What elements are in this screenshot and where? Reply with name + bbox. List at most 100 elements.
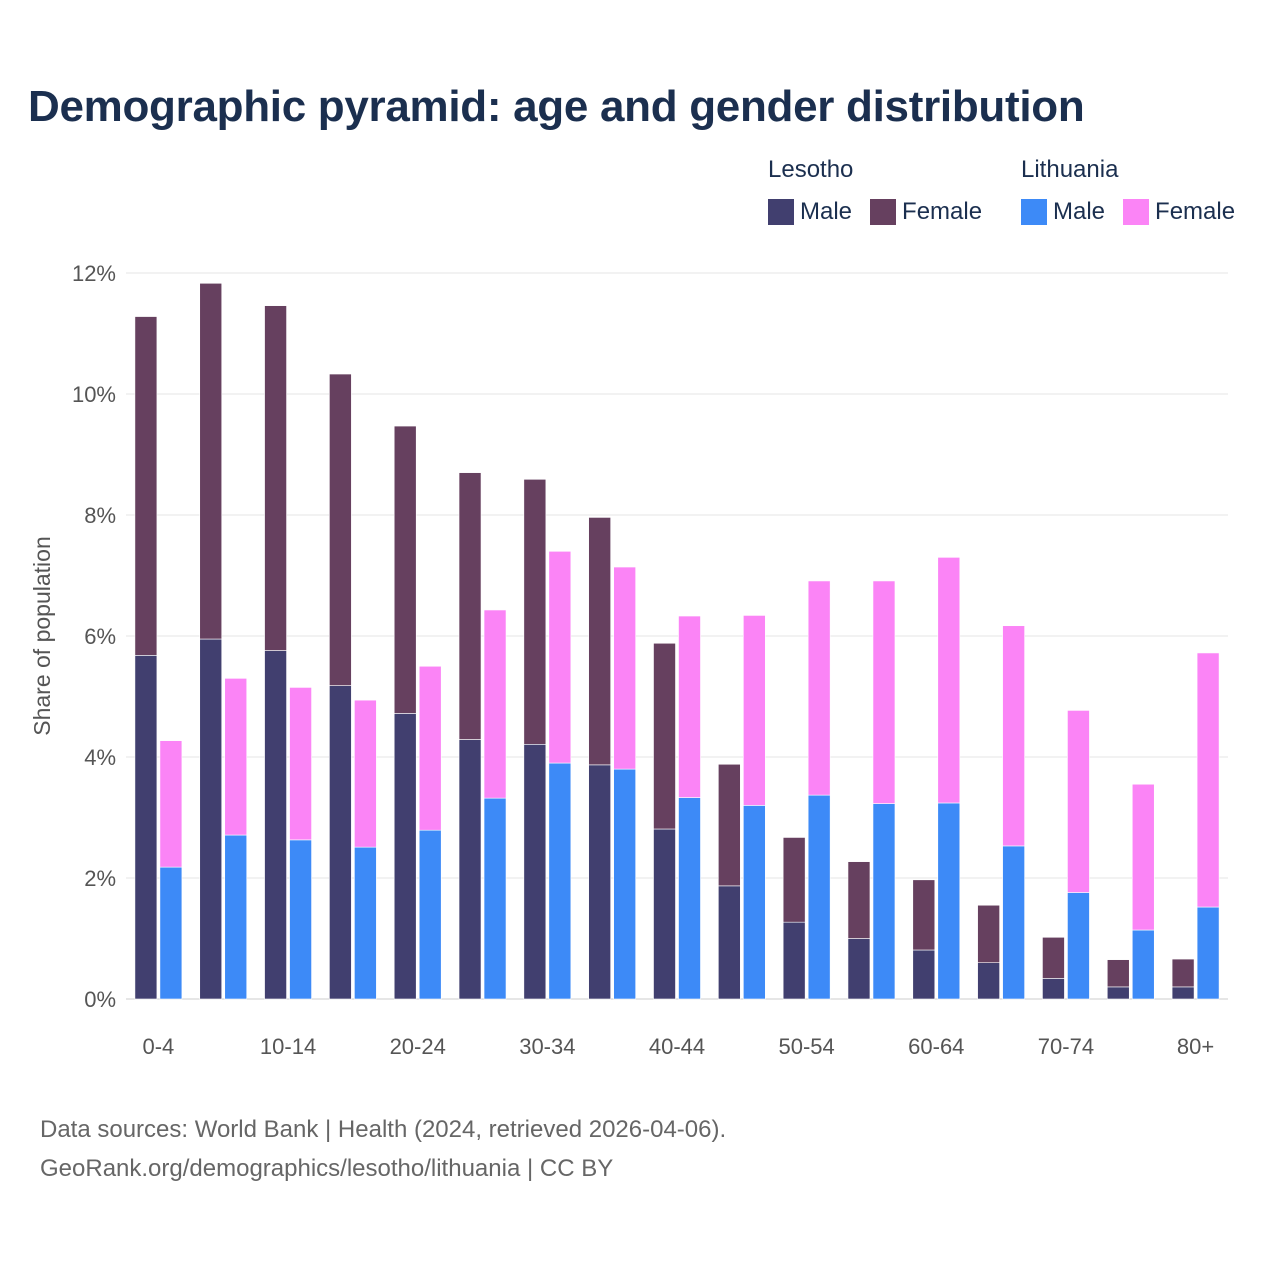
bar-lithuania-male bbox=[1131, 929, 1155, 1000]
y-tick-label: 6% bbox=[84, 624, 116, 649]
bar-lesotho-male bbox=[1106, 986, 1130, 1000]
y-tick-label: 2% bbox=[84, 866, 116, 891]
bar-lithuania-male bbox=[743, 805, 766, 1000]
x-tick-label: 80+ bbox=[1177, 1034, 1214, 1059]
bar-lithuania-male bbox=[872, 803, 896, 1000]
bar-lesotho-male bbox=[653, 828, 676, 1000]
bar-lithuania-female bbox=[937, 557, 961, 804]
bar-lithuania-male bbox=[354, 846, 377, 1000]
bar-lithuania-male bbox=[807, 794, 831, 1000]
legend-label: Male bbox=[1053, 198, 1106, 225]
legend-group-lithuania: Lithuania Male Female bbox=[1021, 156, 1235, 226]
bar-lesotho-female bbox=[329, 373, 352, 686]
bar-lesotho-female bbox=[458, 472, 482, 740]
legend-item-lithuania-male[interactable]: Male bbox=[1021, 198, 1105, 226]
legend-swatch bbox=[870, 199, 897, 225]
bar-lesotho-female bbox=[1042, 936, 1065, 979]
y-tick-label: 8% bbox=[84, 503, 116, 528]
bar-lithuania-female bbox=[548, 550, 572, 764]
bar-lesotho-male bbox=[1171, 986, 1195, 1000]
bar-lesotho-male bbox=[782, 921, 806, 1000]
bar-lesotho-female bbox=[264, 305, 287, 651]
legend-item-lithuania-female[interactable]: Female bbox=[1123, 198, 1235, 226]
bar-lithuania-female bbox=[289, 687, 312, 841]
x-tick-label: 50-54 bbox=[779, 1034, 835, 1059]
bar-lithuania-male bbox=[224, 834, 248, 1000]
x-tick-label: 30-34 bbox=[519, 1034, 575, 1059]
bar-lesotho-female bbox=[977, 904, 1000, 963]
legend-group-name: Lesotho bbox=[768, 156, 854, 183]
bar-lesotho-female bbox=[588, 517, 611, 766]
legend-group-name: Lithuania bbox=[1021, 156, 1119, 183]
bar-lithuania-male bbox=[483, 797, 507, 1000]
bar-lithuania-female bbox=[678, 615, 701, 798]
bar-lithuania-male bbox=[418, 829, 442, 1000]
bar-lesotho-male bbox=[523, 743, 547, 1000]
bar-lesotho-female bbox=[653, 642, 676, 830]
bar-lithuania-male bbox=[1002, 845, 1025, 1000]
bar-lithuania-male bbox=[289, 839, 312, 1000]
legend-item-lesotho-female[interactable]: Female bbox=[870, 198, 982, 226]
bar-lesotho-male bbox=[847, 938, 871, 1000]
bar-lithuania-female bbox=[418, 665, 442, 831]
bar-lithuania-female bbox=[743, 615, 766, 806]
bar-lesotho-male bbox=[718, 885, 741, 1000]
bar-lesotho-female bbox=[847, 861, 871, 939]
x-tick-label: 10-14 bbox=[260, 1034, 316, 1059]
footer-source: Data sources: World Bank | Health (2024,… bbox=[40, 1116, 727, 1143]
bar-lesotho-male bbox=[199, 638, 223, 1000]
bar-lesotho-female bbox=[134, 316, 158, 656]
chart-title: Demographic pyramid: age and gender dist… bbox=[28, 82, 1085, 131]
x-tick-label: 60-64 bbox=[908, 1034, 964, 1059]
bar-lesotho-female bbox=[523, 479, 547, 745]
bar-lesotho-male bbox=[912, 949, 936, 1000]
bar-lithuania-male bbox=[613, 768, 636, 1000]
bar-lesotho-male bbox=[264, 650, 287, 1000]
x-tick-label: 40-44 bbox=[649, 1034, 705, 1059]
bar-lesotho-male bbox=[977, 962, 1000, 1000]
legend-swatch bbox=[1123, 199, 1150, 225]
bar-lesotho-female bbox=[912, 879, 936, 951]
bar-lithuania-female bbox=[224, 678, 248, 836]
bar-lesotho-male bbox=[134, 655, 158, 1000]
bar-lithuania-female bbox=[1196, 652, 1220, 908]
y-axis-label: Share of population bbox=[29, 536, 55, 736]
bar-lithuania-female bbox=[159, 740, 183, 868]
bar-lithuania-female bbox=[1131, 783, 1155, 931]
legend-item-lesotho-male[interactable]: Male bbox=[768, 198, 852, 226]
legend-group-lesotho: Lesotho Male Female bbox=[768, 156, 982, 226]
bar-lesotho-female bbox=[782, 837, 806, 923]
x-tick-label: 20-24 bbox=[390, 1034, 446, 1059]
x-tick-label: 70-74 bbox=[1038, 1034, 1094, 1059]
bar-lithuania-male bbox=[678, 797, 701, 1000]
bar-lesotho-female bbox=[718, 763, 741, 887]
bar-lithuania-female bbox=[807, 580, 831, 796]
bar-lesotho-male bbox=[458, 739, 482, 1000]
bar-lesotho-female bbox=[1171, 958, 1195, 988]
bar-lithuania-male bbox=[937, 802, 961, 1000]
bar-lesotho-female bbox=[199, 282, 223, 640]
legend-label: Female bbox=[902, 198, 983, 225]
bar-lithuania-male bbox=[159, 866, 183, 1000]
x-tick-label: 0-4 bbox=[143, 1034, 175, 1059]
bar-lithuania-male bbox=[1196, 906, 1220, 1000]
legend-swatch bbox=[768, 199, 794, 225]
bar-lithuania-female bbox=[613, 566, 636, 770]
bar-lesotho-male bbox=[329, 685, 352, 1000]
y-tick-label: 12% bbox=[72, 261, 116, 286]
bar-lithuania-female bbox=[1067, 710, 1090, 893]
bar-lesotho-male bbox=[588, 764, 611, 1000]
y-tick-label: 10% bbox=[72, 382, 116, 407]
bar-lithuania-male bbox=[548, 762, 572, 1000]
legend-swatch bbox=[1021, 199, 1047, 225]
y-tick-label: 4% bbox=[84, 745, 116, 770]
bar-lithuania-female bbox=[872, 580, 896, 804]
bar-lithuania-male bbox=[1067, 892, 1090, 1000]
bar-lesotho-male bbox=[1042, 978, 1065, 1000]
bar-lithuania-female bbox=[354, 699, 377, 848]
bar-lesotho-female bbox=[393, 425, 417, 714]
legend-label: Female bbox=[1155, 198, 1236, 225]
bar-lesotho-male bbox=[393, 713, 417, 1000]
y-tick-label: 0% bbox=[84, 987, 116, 1012]
